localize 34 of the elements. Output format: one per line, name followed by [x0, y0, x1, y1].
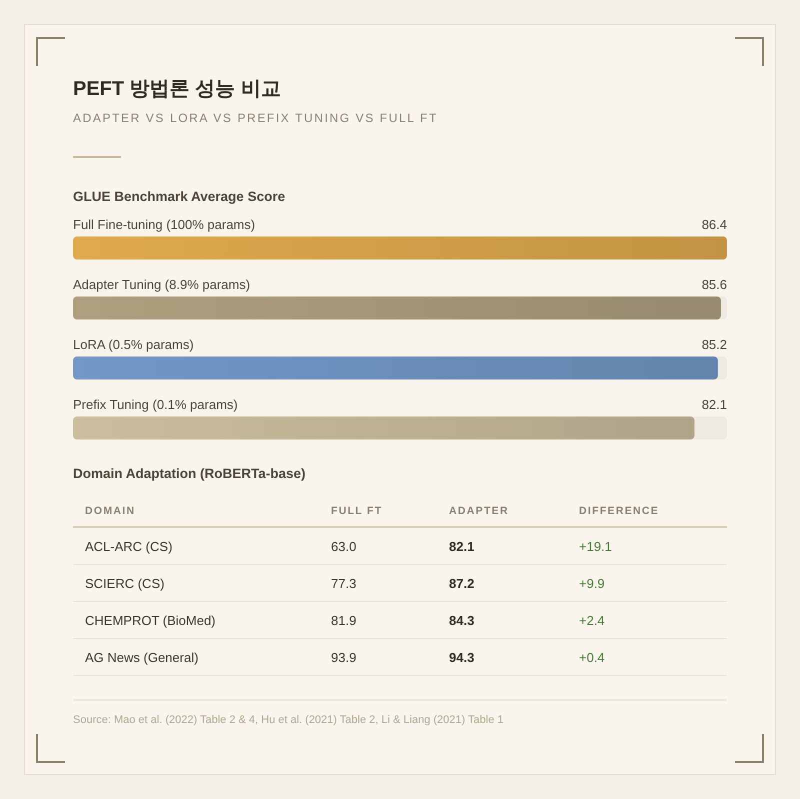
data-label: 85.6 [702, 277, 727, 292]
text: ADAPTER VS LORA VS PREFIX TUNING VS FULL FT [73, 111, 438, 125]
y-tick-label: Adapter Tuning (8.9% params) [73, 277, 250, 292]
y-tick-label: Full Fine-tuning (100% params) [73, 217, 256, 232]
data-label: 85.2 [702, 337, 727, 352]
source-note: Source: Mao et al. (2022) Table 2 & 4, Hu et al. (2021) Table 2, Li & Liang (2021) Table 1 [73, 714, 504, 726]
data-label: 93.9 [331, 650, 356, 665]
bar [73, 236, 727, 260]
data-label: 63.0 [331, 539, 356, 554]
category-label: SCIERC (CS) [85, 576, 164, 591]
text: DIFFERENCE [579, 505, 660, 517]
data-label: 84.3 [449, 613, 474, 628]
data-label: +19.1 [579, 539, 612, 554]
y-tick-label: LoRA (0.5% params) [73, 337, 194, 352]
data-label: +0.4 [579, 650, 605, 665]
data-label: 82.1 [449, 539, 474, 554]
data-label: 87.2 [449, 576, 474, 591]
text: Domain Adaptation (RoBERTa-base) [73, 466, 306, 481]
chart-title: GLUE Benchmark Average Score [73, 189, 286, 204]
data-label: 86.4 [702, 217, 727, 232]
data-label: 77.3 [331, 576, 356, 591]
category-label: ACL-ARC (CS) [85, 539, 172, 554]
data-label: 81.9 [331, 613, 356, 628]
text: FULL FT [331, 505, 382, 517]
data-label: +9.9 [579, 576, 605, 591]
text: DOMAIN [85, 505, 136, 517]
text: ADAPTER [449, 505, 509, 517]
text: PEFT 방법론 성능 비교 [73, 78, 281, 100]
y-tick-label: Prefix Tuning (0.1% params) [73, 397, 238, 412]
category-label: AG News (General) [85, 650, 198, 665]
data-label: 82.1 [702, 397, 727, 412]
category-label: CHEMPROT (BioMed) [85, 613, 216, 628]
data-label: +2.4 [579, 613, 605, 628]
data-label: 94.3 [449, 650, 474, 665]
